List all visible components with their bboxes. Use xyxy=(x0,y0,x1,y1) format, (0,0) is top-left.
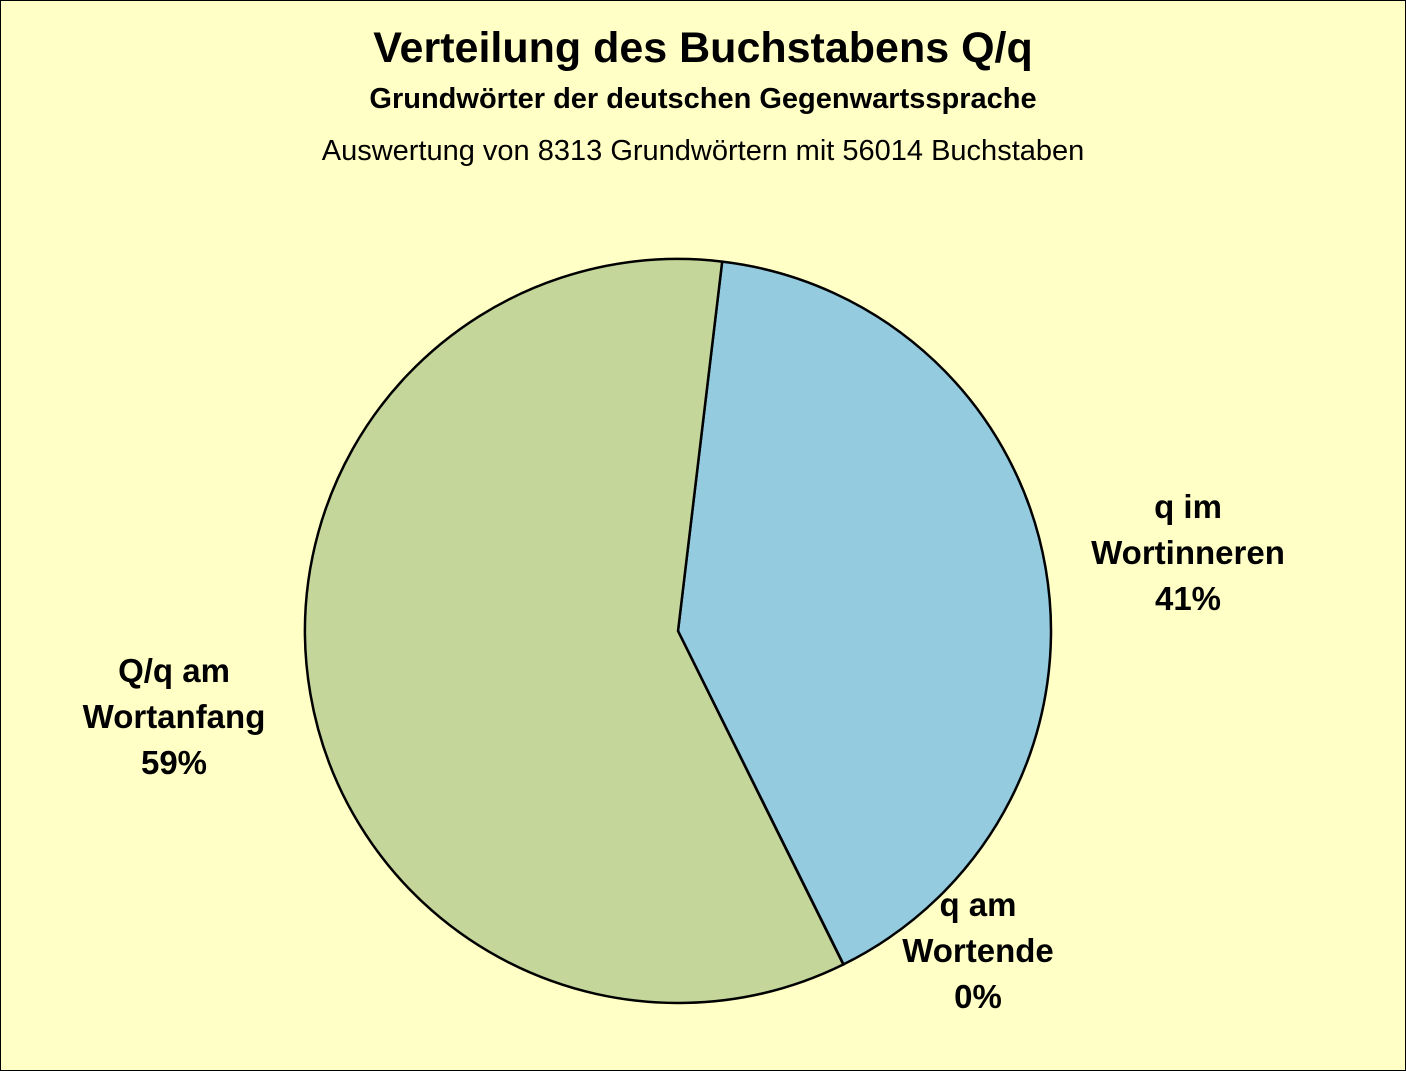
slice-label-line: Wortinneren xyxy=(1091,534,1285,571)
chart-subtitle-2: Auswertung von 8313 Grundwörtern mit 560… xyxy=(321,135,1085,167)
slice-label-line: q im xyxy=(1154,488,1222,525)
slice-wortinneren-label: q im Wortinneren 41% xyxy=(1091,488,1285,617)
slice-wortanfang-label: Q/q am Wortanfang 59% xyxy=(83,652,266,781)
chart-subtitle: Grundwörter der deutschen Gegenwartsspra… xyxy=(369,83,1037,115)
slice-label-line: q am xyxy=(939,886,1016,923)
slice-wortende-label: q am Wortende 0% xyxy=(902,886,1054,1015)
pie-slices xyxy=(303,257,1053,1005)
slice-wortanfang xyxy=(303,257,845,1005)
slice-percent: 0% xyxy=(954,978,1002,1015)
pie-labels: q im Wortinneren 41% q am Wortende 0% Q/q am Wo… xyxy=(83,488,1285,1015)
slice-label-line: Wortende xyxy=(902,932,1054,969)
chart-title: Verteilung des Buchstabens Q/q xyxy=(373,24,1033,72)
slice-label-line: Wortanfang xyxy=(83,698,266,735)
slice-wortinneren xyxy=(676,260,1053,966)
slice-percent: 59% xyxy=(141,744,207,781)
slice-percent: 41% xyxy=(1155,580,1221,617)
slice-label-line: Q/q am xyxy=(118,652,230,689)
